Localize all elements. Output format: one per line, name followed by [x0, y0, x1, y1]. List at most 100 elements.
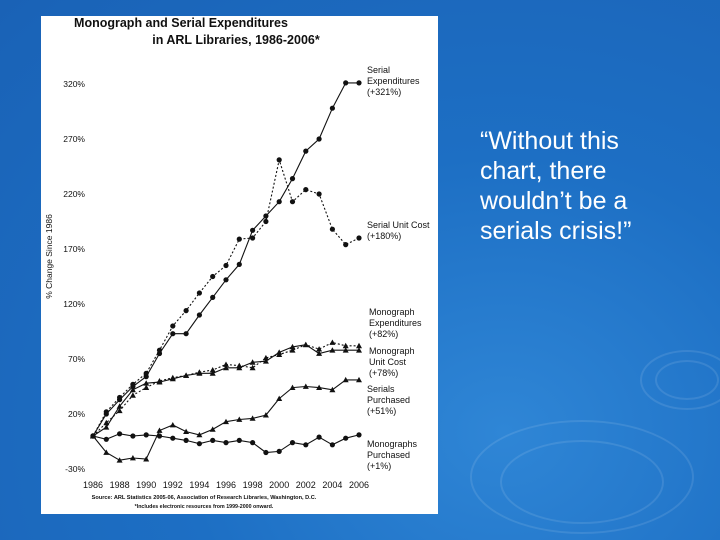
data-point	[129, 455, 136, 461]
data-point	[329, 386, 336, 393]
data-point	[249, 364, 256, 371]
series-label: Serial Unit Cost	[367, 220, 430, 230]
series-label: (+82%)	[369, 329, 398, 339]
series-line-serial-unit-cost	[92, 157, 360, 437]
x-tick-label: 2004	[322, 480, 342, 490]
data-point	[183, 308, 189, 314]
ripple-decoration	[500, 440, 664, 524]
data-point	[169, 375, 176, 382]
data-point	[129, 392, 136, 398]
data-point	[342, 342, 349, 349]
series-label: (+321%)	[367, 87, 401, 97]
data-point	[170, 435, 176, 441]
data-point	[289, 199, 296, 205]
series-label: Serials	[367, 384, 395, 394]
data-point	[276, 157, 282, 163]
data-point	[156, 347, 163, 353]
series-label: Serial	[367, 65, 390, 75]
series-label: (+180%)	[367, 231, 401, 241]
data-point	[250, 235, 256, 241]
series-label: (+1%)	[367, 461, 391, 471]
series-label: Purchased	[367, 450, 410, 460]
data-point	[143, 370, 149, 376]
ripple-decoration	[640, 350, 720, 410]
data-point	[262, 354, 269, 361]
data-point	[117, 431, 123, 437]
data-point	[329, 339, 336, 345]
quote-line: wouldn’t be a	[480, 187, 628, 215]
data-point	[316, 346, 323, 352]
data-point	[289, 343, 296, 350]
x-tick-label: 2002	[296, 480, 316, 490]
chart-title: in ARL Libraries, 1986-2006*	[152, 33, 320, 47]
x-tick-label: 1986	[83, 480, 103, 490]
data-point	[196, 441, 202, 447]
data-point	[156, 427, 163, 433]
y-tick-label: 20%	[68, 409, 85, 419]
data-point	[156, 379, 163, 385]
data-point	[117, 394, 123, 401]
data-point	[130, 433, 136, 439]
data-point	[316, 350, 323, 356]
x-tick-label: 1998	[243, 480, 263, 490]
y-tick-label: 320%	[63, 79, 85, 89]
data-point	[342, 347, 349, 353]
data-point	[303, 187, 309, 193]
data-point	[103, 449, 110, 455]
data-point	[289, 176, 296, 182]
data-point	[196, 290, 202, 296]
y-tick-label: -30%	[65, 464, 85, 474]
y-tick-label: 70%	[68, 354, 85, 364]
data-point	[170, 331, 176, 337]
data-point	[183, 372, 190, 378]
y-axis-label: % Change Since 1986	[44, 214, 54, 299]
data-point	[196, 370, 203, 376]
data-point	[116, 407, 123, 414]
data-point	[356, 235, 362, 241]
data-point	[90, 433, 96, 439]
data-point	[223, 262, 229, 269]
quote-line: “Without this	[480, 127, 619, 155]
data-point	[223, 418, 229, 425]
x-tick-label: 1994	[189, 480, 209, 490]
data-point	[343, 80, 349, 86]
data-point	[289, 347, 296, 353]
data-point	[302, 383, 309, 389]
y-tick-label: 120%	[63, 299, 85, 309]
data-point	[329, 226, 335, 232]
quote-text: “Without this chart, there wouldn’t be a…	[480, 126, 700, 246]
x-tick-label: 1988	[110, 480, 130, 490]
data-point	[209, 426, 216, 432]
data-point	[143, 432, 149, 438]
data-point	[169, 422, 176, 428]
x-tick-label: 1996	[216, 480, 236, 490]
data-point	[276, 448, 282, 454]
data-point	[316, 384, 323, 390]
data-point	[276, 349, 283, 355]
y-tick-label: 270%	[63, 134, 85, 144]
data-point	[262, 412, 269, 418]
data-point	[143, 380, 150, 386]
data-point	[143, 456, 150, 462]
chart-source-note: *Includes electronic resources from 1999…	[135, 504, 274, 510]
data-point	[236, 261, 242, 267]
data-point	[329, 105, 335, 111]
data-point	[329, 442, 335, 448]
data-point	[103, 424, 110, 430]
series-label: Purchased	[367, 395, 410, 405]
data-point	[210, 294, 216, 300]
data-point	[303, 442, 309, 448]
x-tick-label: 1990	[136, 480, 156, 490]
data-point	[183, 437, 189, 443]
data-point	[183, 428, 190, 434]
chart-panel: Monograph and Serial Expenditures in ARL …	[41, 16, 438, 514]
data-point	[236, 416, 243, 422]
data-point	[236, 236, 242, 242]
data-point	[223, 361, 229, 367]
data-point	[196, 312, 202, 318]
x-tick-label: 2000	[269, 480, 289, 490]
data-point	[183, 331, 189, 337]
data-point	[250, 227, 256, 233]
data-point	[209, 370, 216, 376]
series-label: Unit Cost	[369, 357, 407, 367]
